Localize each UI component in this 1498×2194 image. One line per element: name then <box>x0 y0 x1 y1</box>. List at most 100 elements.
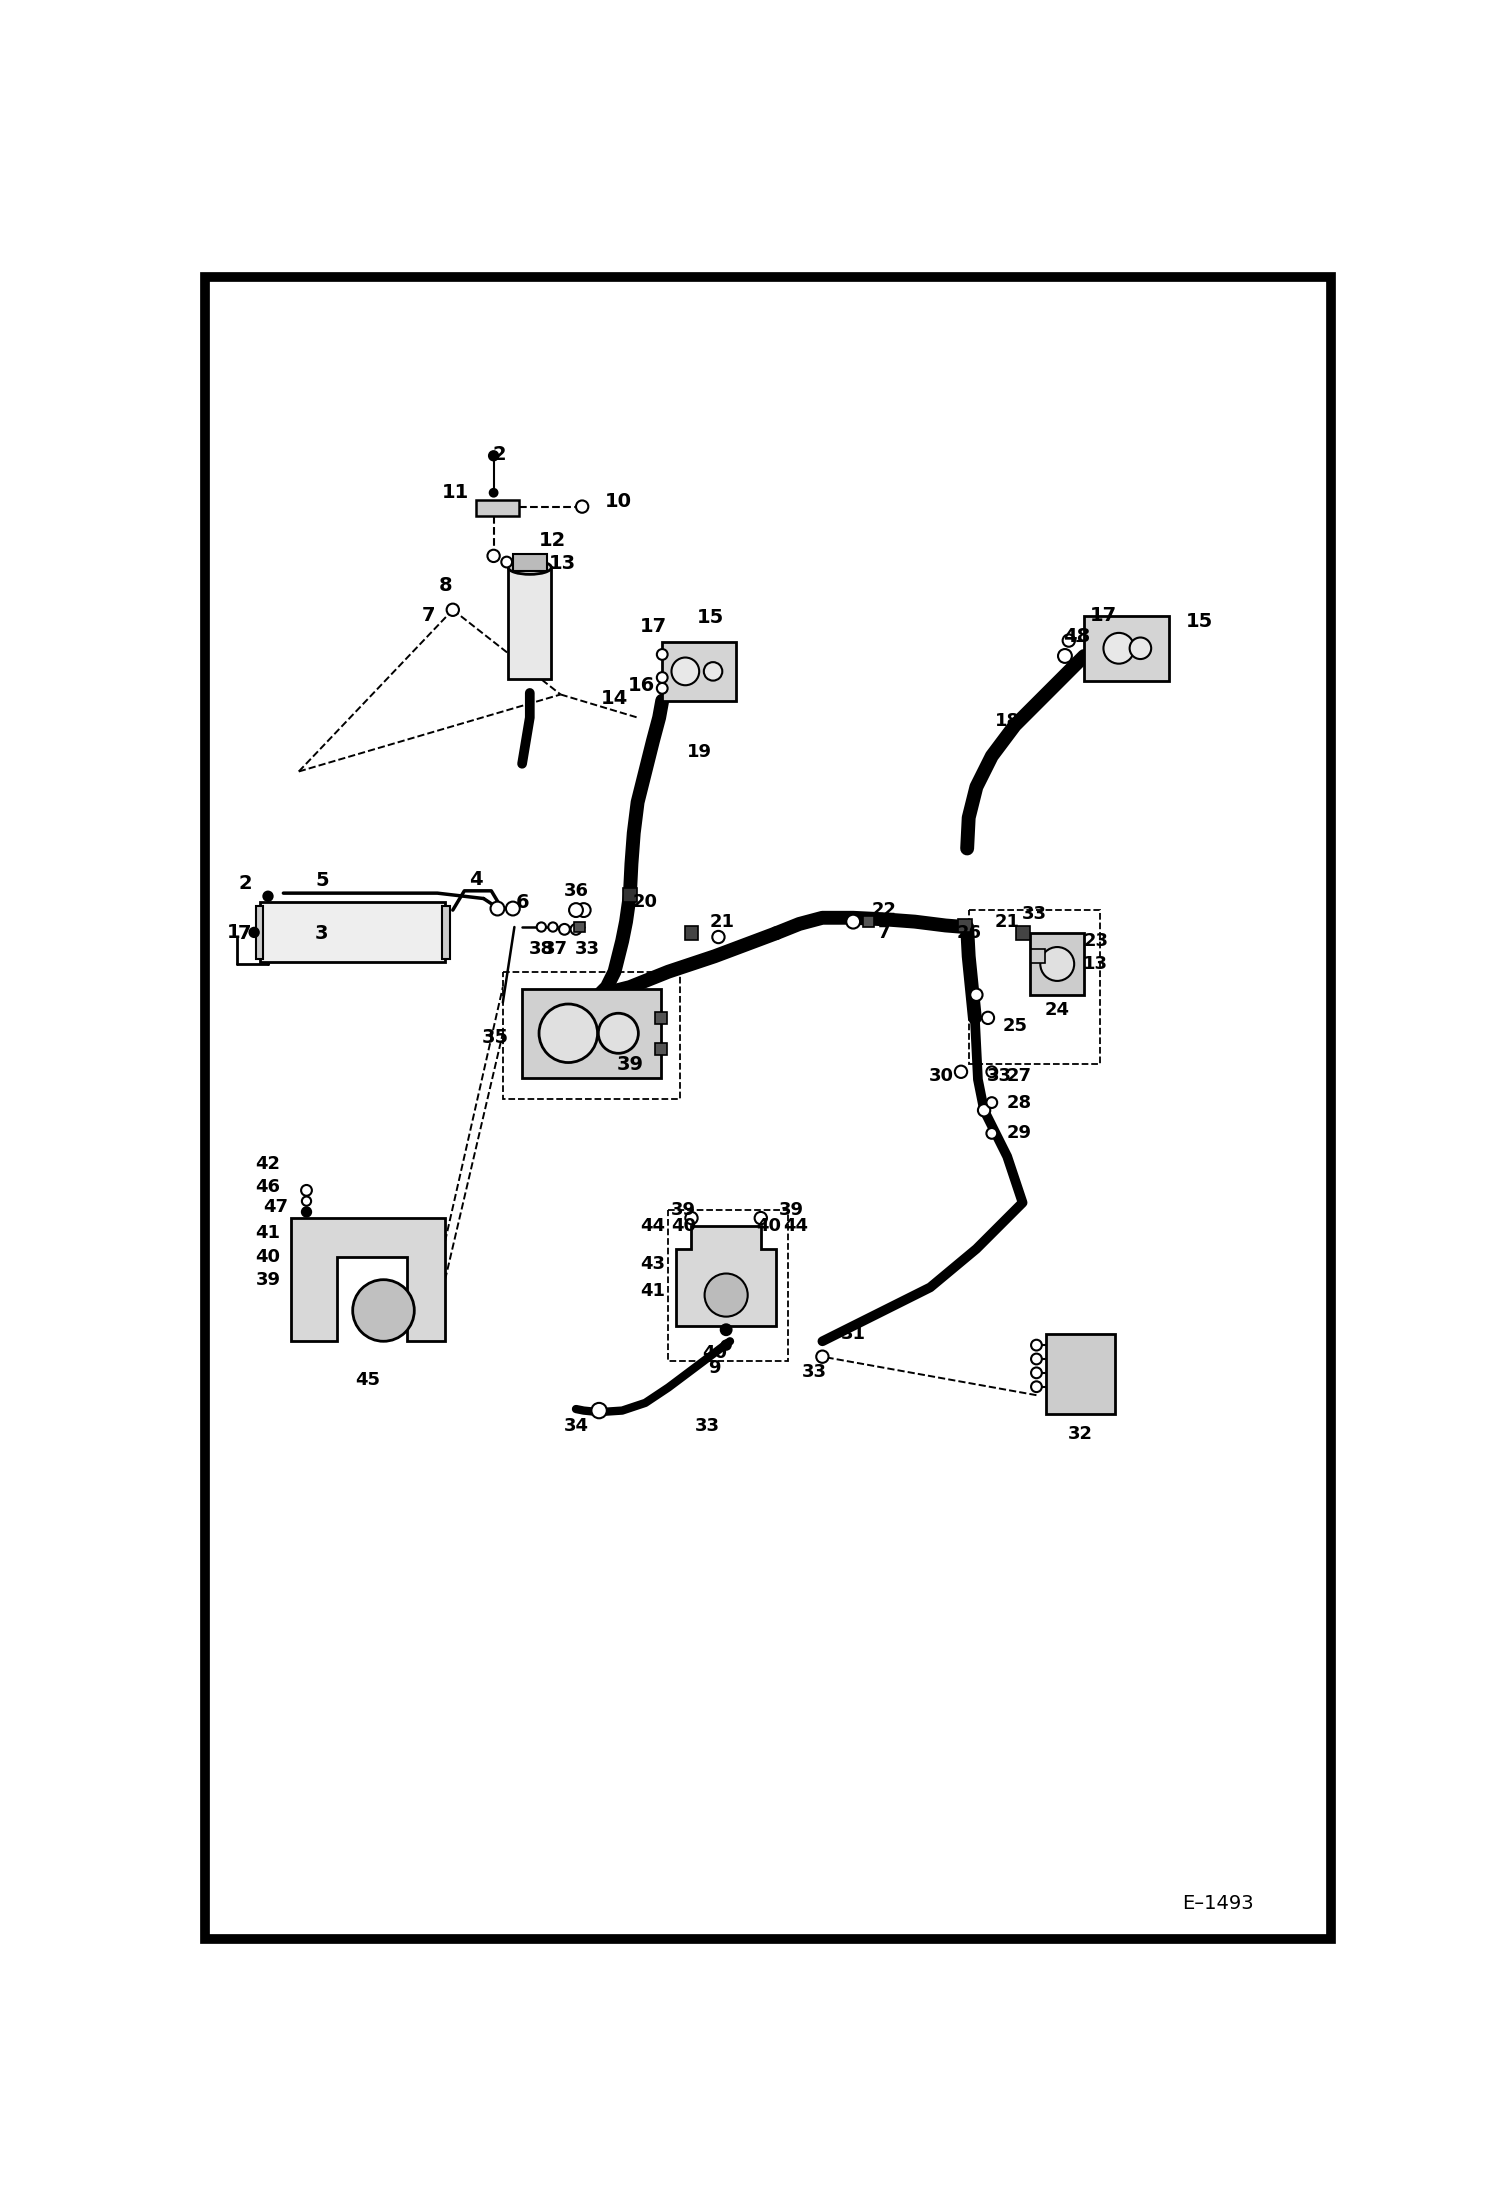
Circle shape <box>1058 649 1073 663</box>
Bar <box>256 906 264 959</box>
Text: 9: 9 <box>709 1360 721 1378</box>
Circle shape <box>506 902 520 915</box>
Bar <box>655 1042 667 1055</box>
Text: 40: 40 <box>756 1218 780 1235</box>
Bar <box>1031 950 1046 963</box>
Text: 24: 24 <box>1044 1000 1070 1020</box>
Text: 46: 46 <box>256 1178 280 1196</box>
Text: 38: 38 <box>529 939 554 957</box>
Bar <box>863 917 873 928</box>
Text: 19: 19 <box>686 744 712 761</box>
Text: 39: 39 <box>616 1055 644 1073</box>
Text: 17: 17 <box>1091 606 1118 625</box>
Circle shape <box>721 1325 731 1336</box>
Circle shape <box>1031 1341 1041 1352</box>
Circle shape <box>986 1066 998 1077</box>
Circle shape <box>303 1196 312 1207</box>
Text: 47: 47 <box>264 1198 288 1215</box>
Circle shape <box>656 649 668 660</box>
Bar <box>503 972 680 1099</box>
Bar <box>1046 1334 1115 1415</box>
Circle shape <box>577 500 589 513</box>
Text: 2: 2 <box>238 873 252 893</box>
Text: 13: 13 <box>1083 954 1109 972</box>
Circle shape <box>502 557 512 568</box>
Circle shape <box>1104 632 1134 663</box>
Bar <box>261 902 445 963</box>
Text: 25: 25 <box>1002 1016 1028 1036</box>
Text: 2: 2 <box>493 445 506 463</box>
Circle shape <box>571 924 581 935</box>
Text: 41: 41 <box>641 1281 665 1301</box>
Text: 28: 28 <box>1007 1093 1031 1112</box>
Text: 33: 33 <box>695 1417 719 1435</box>
Circle shape <box>971 989 983 1000</box>
Circle shape <box>755 1211 767 1224</box>
Text: 37: 37 <box>542 939 568 957</box>
Circle shape <box>816 1352 828 1362</box>
Text: 23: 23 <box>1083 932 1109 950</box>
Circle shape <box>704 1273 748 1316</box>
Circle shape <box>978 1104 990 1117</box>
Circle shape <box>1129 638 1150 658</box>
Circle shape <box>1031 1382 1041 1393</box>
Circle shape <box>1040 948 1074 981</box>
Circle shape <box>722 1341 731 1349</box>
Circle shape <box>656 671 668 682</box>
Text: 33: 33 <box>1022 904 1047 924</box>
Circle shape <box>301 1185 312 1196</box>
Circle shape <box>487 551 500 562</box>
Text: 27: 27 <box>1007 1066 1031 1084</box>
Text: 1: 1 <box>226 924 240 941</box>
Circle shape <box>352 1279 415 1341</box>
Text: 39: 39 <box>671 1202 697 1220</box>
Bar <box>668 1211 788 1360</box>
Bar <box>523 989 661 1077</box>
Bar <box>685 926 698 939</box>
Circle shape <box>954 1066 968 1077</box>
Text: 45: 45 <box>355 1371 380 1389</box>
Circle shape <box>577 904 590 917</box>
Text: 40: 40 <box>703 1345 727 1362</box>
Circle shape <box>536 921 545 932</box>
Bar <box>1016 926 1029 939</box>
Text: 33: 33 <box>987 1066 1013 1084</box>
Text: 16: 16 <box>628 676 655 695</box>
Text: 21: 21 <box>710 913 736 930</box>
Text: 5: 5 <box>315 871 328 891</box>
Circle shape <box>986 1097 998 1108</box>
Bar <box>508 568 551 680</box>
Circle shape <box>986 1128 998 1139</box>
Text: 31: 31 <box>840 1325 866 1343</box>
Ellipse shape <box>508 559 551 575</box>
Text: 40: 40 <box>256 1248 280 1266</box>
Text: 33: 33 <box>803 1362 827 1380</box>
Circle shape <box>303 1207 312 1215</box>
Text: 7: 7 <box>238 924 252 943</box>
Text: 17: 17 <box>640 617 667 636</box>
Text: 22: 22 <box>872 902 896 919</box>
Text: 8: 8 <box>439 575 452 595</box>
Circle shape <box>548 921 557 932</box>
Circle shape <box>1062 634 1076 647</box>
Circle shape <box>1031 1354 1041 1365</box>
Circle shape <box>569 904 583 917</box>
Text: 39: 39 <box>779 1202 804 1220</box>
Bar <box>1085 617 1168 680</box>
Circle shape <box>1031 1367 1041 1378</box>
Text: 32: 32 <box>1068 1424 1094 1444</box>
Bar <box>957 919 972 932</box>
Bar <box>623 889 637 902</box>
Text: 30: 30 <box>929 1066 954 1084</box>
Text: 12: 12 <box>539 531 566 551</box>
Polygon shape <box>676 1226 776 1325</box>
Text: 10: 10 <box>605 491 632 511</box>
Text: 33: 33 <box>575 939 601 957</box>
Bar <box>442 906 449 959</box>
Text: 18: 18 <box>995 713 1020 731</box>
Circle shape <box>559 924 569 935</box>
Circle shape <box>490 902 505 915</box>
Circle shape <box>490 489 497 496</box>
Bar <box>476 500 518 516</box>
Text: 7: 7 <box>878 924 890 941</box>
